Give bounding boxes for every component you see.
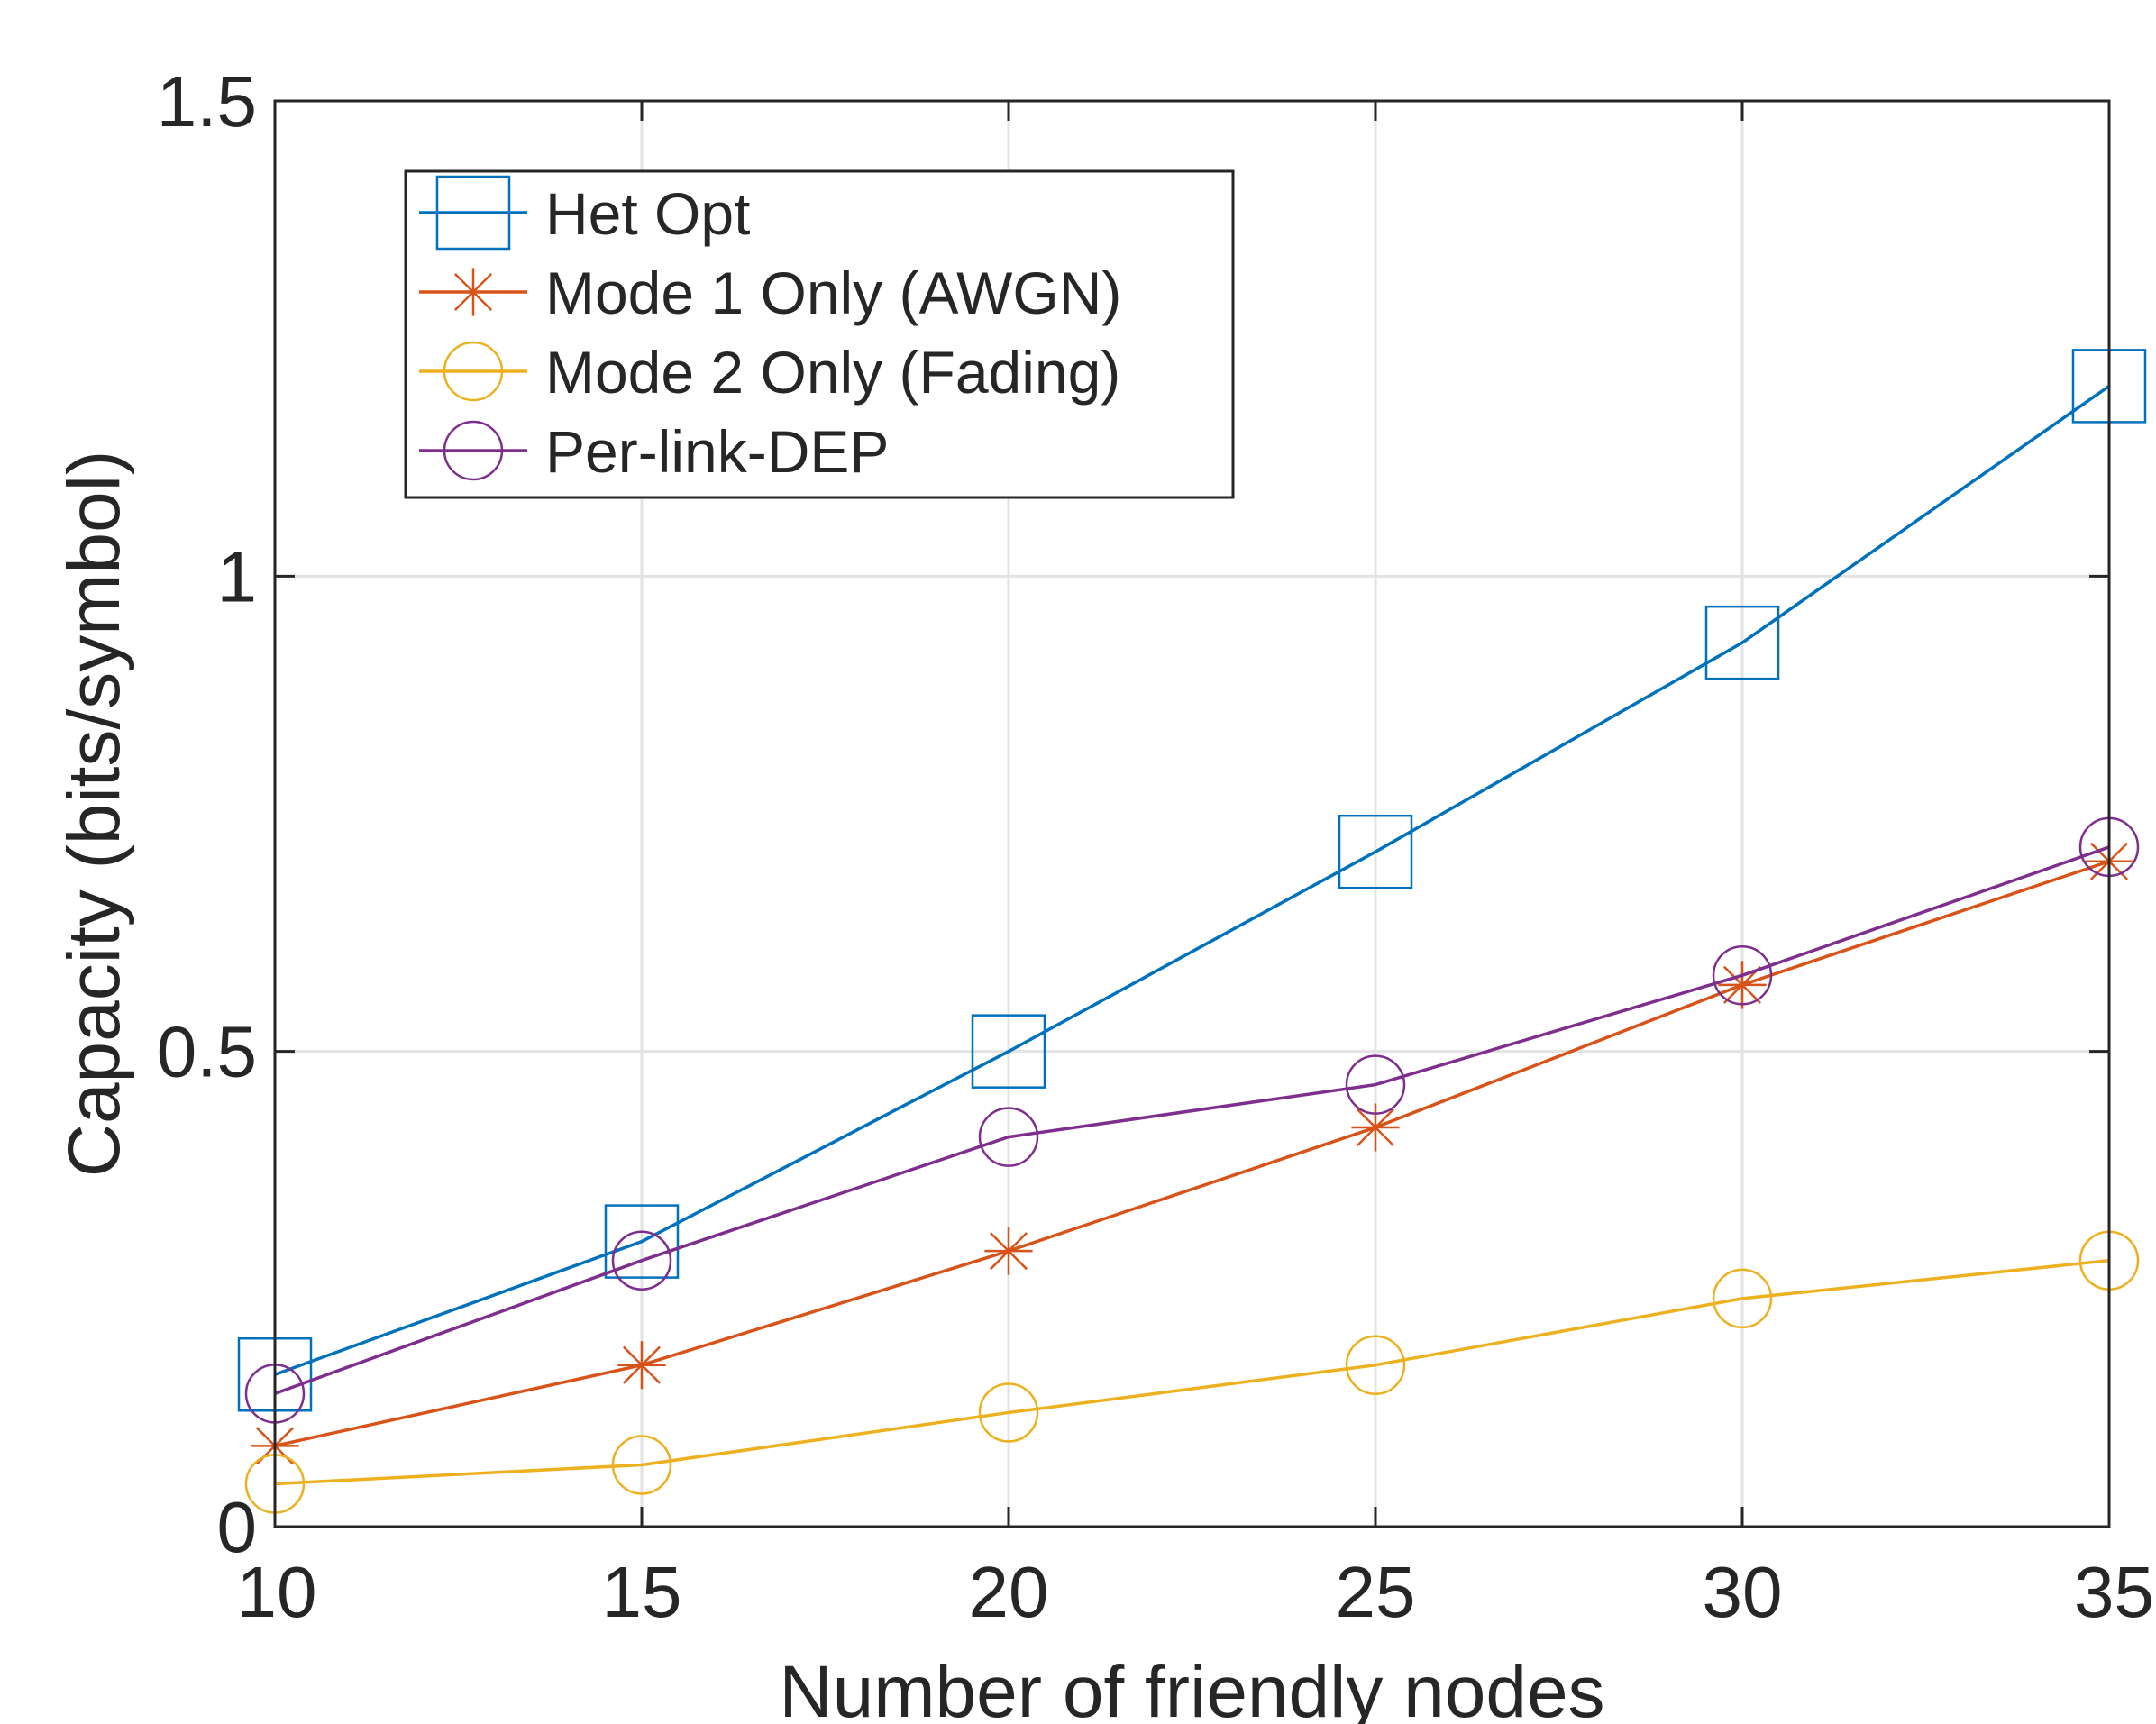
data-point [978, 1107, 1039, 1167]
y-axis-label: Capacity (bits/symbol) [53, 451, 135, 1178]
x-tick-label: 30 [1703, 1552, 1783, 1632]
legend-item: Per-link-DEP [419, 418, 889, 485]
axis-ticks: 10 15 20 25 30 35 0 0.5 1 1.5 [157, 61, 2154, 1632]
plot-area-frame [273, 99, 2111, 1528]
series-line [274, 845, 2110, 1395]
legend-item: Mode 1 Only (AWGN) [419, 260, 1121, 326]
x-tick-label: 35 [2074, 1552, 2154, 1632]
data-point [1345, 1054, 1406, 1115]
data-point [984, 1227, 1033, 1275]
legend-box [404, 169, 1235, 499]
data-point [1712, 1268, 1773, 1329]
data-point [611, 1435, 672, 1495]
data-point [1345, 1335, 1406, 1395]
y-tick-label: 1.5 [157, 61, 257, 141]
data-point [971, 1014, 1046, 1089]
data-point [604, 1204, 680, 1279]
legend-marker [443, 420, 504, 481]
legend: Het Opt Mode 1 Only (AWGN) Mode 2 Only (Fa… [404, 169, 1235, 499]
legend-label: Mode 1 Only (AWGN) [545, 260, 1121, 326]
series-layer [237, 349, 2147, 1514]
legend-label: Per-link-DEP [545, 418, 889, 485]
x-axis-label: Number of friendly nodes [779, 1651, 1604, 1724]
legend-marker [449, 268, 498, 316]
y-tick-label: 1 [217, 536, 258, 616]
series-line [274, 384, 2111, 1376]
legend-label: Het Opt [545, 180, 750, 247]
data-point [978, 1382, 1039, 1443]
legend-item: Het Opt [419, 175, 750, 251]
x-tick-label: 20 [969, 1552, 1049, 1632]
series-line [274, 1258, 2110, 1486]
legend-marker [435, 175, 511, 251]
data-point [1712, 945, 1773, 1006]
series-line [274, 860, 2110, 1448]
x-tick-label: 10 [237, 1552, 317, 1632]
x-tick-label: 15 [602, 1552, 682, 1632]
y-tick-label: 0 [217, 1487, 258, 1567]
y-tick-label: 0.5 [157, 1012, 257, 1092]
series-4 [244, 816, 2140, 1424]
data-point [611, 1230, 672, 1291]
data-point [1338, 814, 1413, 889]
data-point [1351, 1103, 1400, 1152]
legend-marker [443, 341, 504, 402]
legend-item: Mode 2 Only (Fading) [419, 339, 1120, 406]
legend-label: Mode 2 Only (Fading) [545, 339, 1120, 406]
series-3 [244, 1230, 2140, 1514]
data-point [1704, 605, 1780, 680]
data-point [1718, 961, 1767, 1009]
data-point [617, 1341, 666, 1390]
x-tick-label: 25 [1336, 1552, 1416, 1632]
